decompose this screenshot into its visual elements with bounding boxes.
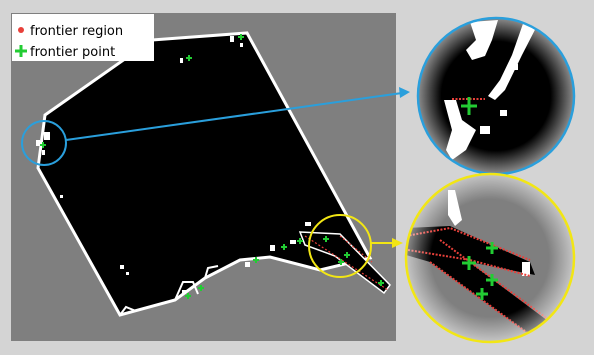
- frontier-point-marker: [15, 45, 27, 57]
- blue-highlight-circle: [21, 120, 67, 166]
- corridor-frontier-line-1: [304, 235, 389, 291]
- frontier-point: [297, 238, 303, 244]
- frontier-point: [186, 55, 192, 61]
- zoom-bottom-border: [404, 172, 576, 344]
- frontier-point: [338, 259, 344, 265]
- legend-frontier-point: frontier point: [30, 45, 115, 60]
- blue-callout-line: [65, 92, 403, 141]
- frontier-point: [185, 293, 191, 299]
- legend: frontier region frontier point: [12, 14, 154, 61]
- occupancy-map-panel: frontier region frontier point: [11, 13, 396, 341]
- zoom-view-top: [416, 16, 576, 176]
- frontier-points-main: [40, 34, 384, 299]
- frontier-point: [198, 285, 204, 291]
- legend-frontier-region: frontier region: [30, 24, 123, 39]
- frontier-point: [253, 257, 259, 263]
- frontier-region-marker: [18, 27, 24, 33]
- explored-room: [36, 31, 373, 317]
- yellow-arrow-head: [392, 238, 403, 248]
- blue-arrow-head: [399, 87, 410, 98]
- frontier-point: [40, 142, 46, 148]
- frontier-point: [344, 252, 350, 258]
- zoom-view-bottom: [404, 172, 576, 344]
- frontier-point: [281, 244, 287, 250]
- corridor-frontier-line-2: [339, 235, 373, 263]
- bottom-wall-details: [119, 265, 219, 316]
- obstacle-specks: [36, 36, 311, 294]
- callout-arrows: [65, 87, 410, 248]
- yellow-highlight-circle: [308, 214, 372, 278]
- frontier-point: [323, 236, 329, 242]
- frontier-point: [238, 34, 244, 40]
- frontier-point: [378, 280, 384, 286]
- legend-box: [12, 14, 154, 61]
